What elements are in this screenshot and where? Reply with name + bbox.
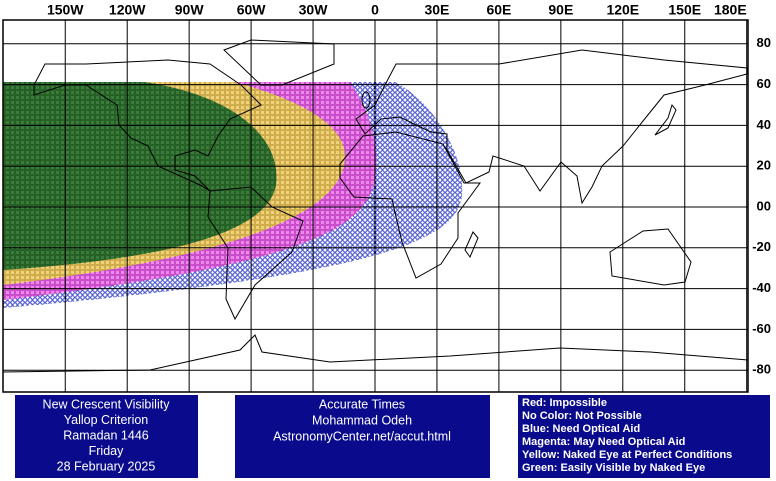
north-america: [33, 59, 262, 192]
visibility-zones: [3, 82, 463, 308]
british-isles: [361, 91, 371, 109]
latitude-label: 40: [757, 117, 771, 132]
zone-green: [3, 82, 277, 270]
info-line: Ramadan 1446: [63, 428, 149, 442]
longitude-label: 150W: [47, 2, 84, 18]
longitude-label: 90E: [548, 2, 573, 18]
graticule: [3, 20, 748, 392]
map-frame: [2, 19, 749, 393]
longitude-label: 90W: [175, 2, 205, 18]
info-line: New Crescent Visibility: [43, 397, 171, 411]
latitude-label: -60: [752, 321, 771, 336]
legend-line: Green: Easily Visible by Naked Eye: [522, 462, 705, 474]
longitude-label: 60W: [237, 2, 267, 18]
longitude-label: 0: [371, 2, 379, 18]
latitude-label: 00: [757, 198, 771, 213]
longitude-label: 30W: [299, 2, 329, 18]
madagascar: [464, 231, 479, 259]
axis-labels: 150W 120W 90W 60W 30W 0 30E 60E 90E 120E 150E 180E 8…: [47, 2, 771, 377]
info-line: 28 February 2025: [57, 459, 156, 473]
australia: [609, 228, 692, 286]
legend-line: Yellow: Naked Eye at Perfect Conditions: [522, 449, 732, 461]
antarctica: [2, 334, 749, 373]
credit-line: AstronomyCenter.net/accut.html: [273, 429, 451, 443]
longitude-label: 150E: [668, 2, 701, 18]
info-line: Friday: [89, 444, 124, 458]
info-line: Yallop Criterion: [64, 413, 149, 427]
legend-line: No Color: Not Possible: [522, 410, 642, 422]
latitude-label: -80: [752, 362, 771, 377]
south-america: [207, 186, 304, 321]
legend-line: Blue: Need Optical Aid: [522, 423, 640, 435]
greenland: [223, 39, 335, 86]
latitude-label: -20: [752, 239, 771, 254]
longitude-label: 120W: [109, 2, 146, 18]
latitude-label: -40: [752, 280, 771, 295]
latitude-label: 20: [757, 158, 771, 173]
legend-line: Red: Impossible: [522, 397, 607, 409]
latitude-label: 80: [757, 35, 771, 50]
africa: [339, 131, 481, 279]
eurasia: [355, 49, 748, 205]
legend-box: [518, 395, 770, 478]
longitude-label: 120E: [606, 2, 639, 18]
longitude-label: 60E: [486, 2, 511, 18]
coastlines: [2, 39, 749, 373]
credit-line: Accurate Times: [319, 397, 405, 411]
longitude-label: 180E: [714, 2, 747, 18]
credit-box: [235, 395, 490, 478]
longitude-label: 30E: [424, 2, 449, 18]
latitude-label: 60: [757, 76, 771, 91]
credit-line: Mohammad Odeh: [312, 413, 412, 427]
info-box: [15, 395, 198, 478]
legend-line: Magenta: May Need Optical Aid: [522, 436, 685, 448]
japan: [654, 103, 677, 136]
